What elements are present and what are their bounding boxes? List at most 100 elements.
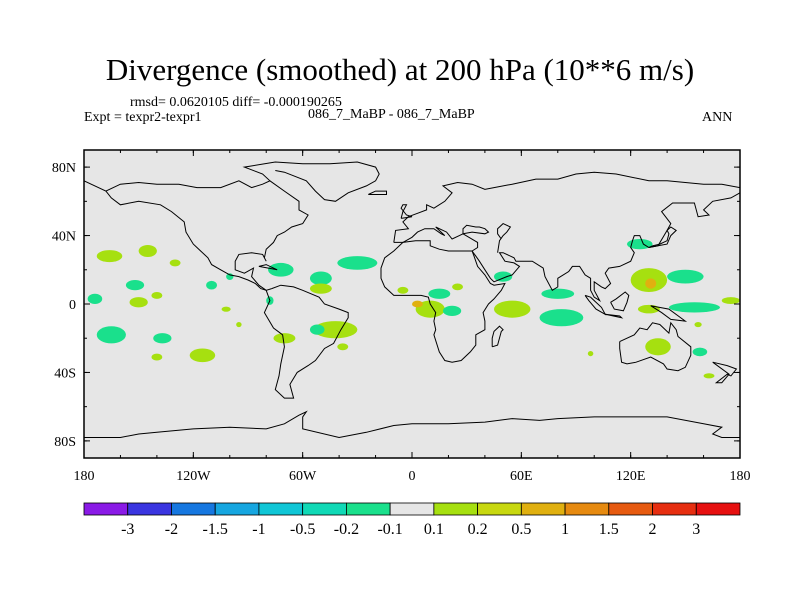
x-tick-label: 60E [510, 469, 533, 484]
contour-region [309, 271, 332, 286]
contour-region [541, 288, 575, 299]
contour-region [273, 333, 296, 344]
coastline [105, 190, 267, 291]
contour-region [694, 321, 702, 328]
coastline [258, 264, 278, 271]
colorbar-swatch [520, 502, 566, 516]
plot-background [84, 150, 740, 458]
colorbar-label: -2 [165, 521, 178, 538]
run-label: 086_7_MaBP - 086_7_MaBP [308, 107, 475, 122]
colorbar-label: -0.2 [334, 521, 359, 538]
coastline [393, 226, 479, 252]
contour-region [189, 348, 216, 363]
stats-label: rmsd= 0.0620105 diff= -0.000190265 [130, 95, 342, 110]
contour-region [337, 256, 378, 270]
contour-region [151, 292, 163, 299]
contour-region [412, 300, 423, 308]
contour-region [703, 373, 715, 379]
contour-region [151, 353, 163, 361]
contour-region [125, 280, 145, 291]
colorbar-label: -1 [252, 521, 265, 538]
coastline [380, 240, 506, 363]
coastline [400, 204, 413, 219]
contour-region [428, 288, 451, 299]
y-tick-label: 0 [69, 298, 76, 313]
contour-region [96, 250, 123, 263]
colorbar-label: -0.5 [290, 521, 315, 538]
contour-region [587, 351, 594, 357]
coastline [462, 224, 490, 235]
coastline [234, 180, 309, 291]
coastline [491, 325, 504, 348]
coastline [650, 305, 688, 322]
contour-region [637, 304, 660, 314]
colorbar-label: 0.1 [424, 521, 444, 538]
x-tick-label: 60W [289, 469, 317, 484]
contour-region [138, 244, 157, 257]
contour-region [206, 280, 218, 290]
x-tick-label: 180 [730, 469, 751, 484]
contour-region [153, 333, 172, 344]
y-tick-label: 40S [54, 366, 76, 381]
contour-region [236, 321, 242, 328]
coastline [471, 192, 740, 303]
contour-region [668, 302, 720, 313]
contour-region [169, 259, 181, 267]
contour-region [692, 347, 708, 357]
colorbar-swatch [477, 502, 522, 516]
colorbar-swatch [389, 502, 435, 516]
colorbar-swatch [127, 502, 172, 516]
colorbar: -3 -2 -1.5 -1 -0.5 -0.2 -0.1 0.1 0.2 0.5 1 1.5 2 3 [83, 502, 741, 538]
contour-region [337, 343, 349, 351]
colorbar-swatch [258, 502, 304, 516]
colorbar-label: 3 [692, 521, 700, 538]
colorbar-swatch [345, 502, 391, 516]
contour-region [539, 309, 584, 327]
colorbar-label: 2 [649, 521, 657, 538]
plot-area [84, 150, 740, 458]
contour-region [494, 300, 531, 318]
colorbar-swatch [214, 502, 260, 516]
chart-title: Divergence (smoothed) at 200 hPa (10**6 … [105, 52, 695, 87]
colorbar-swatch [695, 502, 741, 516]
colorbar-swatch [83, 502, 129, 516]
season-label: ANN [702, 110, 733, 125]
colorbar-label: 0.5 [511, 521, 531, 538]
x-tick-label: 120W [176, 469, 211, 484]
colorbar-label: -0.1 [377, 521, 402, 538]
contour-region [452, 283, 464, 291]
colorbar-label: 0.2 [468, 521, 488, 538]
contour-region [96, 326, 126, 344]
coastline [619, 321, 692, 372]
x-tick-label: 180 [74, 469, 95, 484]
coastline [84, 410, 740, 439]
contour-region [226, 273, 234, 281]
contour-region [129, 297, 148, 308]
coastline [84, 161, 380, 202]
contour-region [397, 286, 409, 294]
contour-region [645, 338, 671, 356]
data-layer [84, 161, 740, 439]
colorbar-swatch [608, 502, 653, 516]
x-tick-label: 0 [409, 469, 416, 484]
colorbar-swatch [433, 502, 479, 516]
contour-region [313, 321, 358, 339]
colorbar-label: -3 [121, 521, 134, 538]
contour-region [309, 324, 325, 335]
experiment-label: Expt = texpr2-texpr1 [84, 110, 202, 125]
contour-region [309, 283, 332, 294]
coastline [263, 284, 349, 399]
y-tick-label: 80S [54, 435, 76, 450]
colorbar-swatch [652, 502, 697, 516]
colorbar-swatch [564, 502, 610, 516]
coastline [368, 190, 387, 195]
contour-region [721, 297, 740, 304]
colorbar-label: -1.5 [203, 521, 228, 538]
coastline [610, 291, 630, 312]
contour-region [221, 306, 231, 312]
colorbar-label: 1.5 [599, 521, 619, 538]
contour-region [268, 262, 294, 277]
colorbar-label: 1 [561, 521, 569, 538]
coastline [712, 361, 738, 384]
